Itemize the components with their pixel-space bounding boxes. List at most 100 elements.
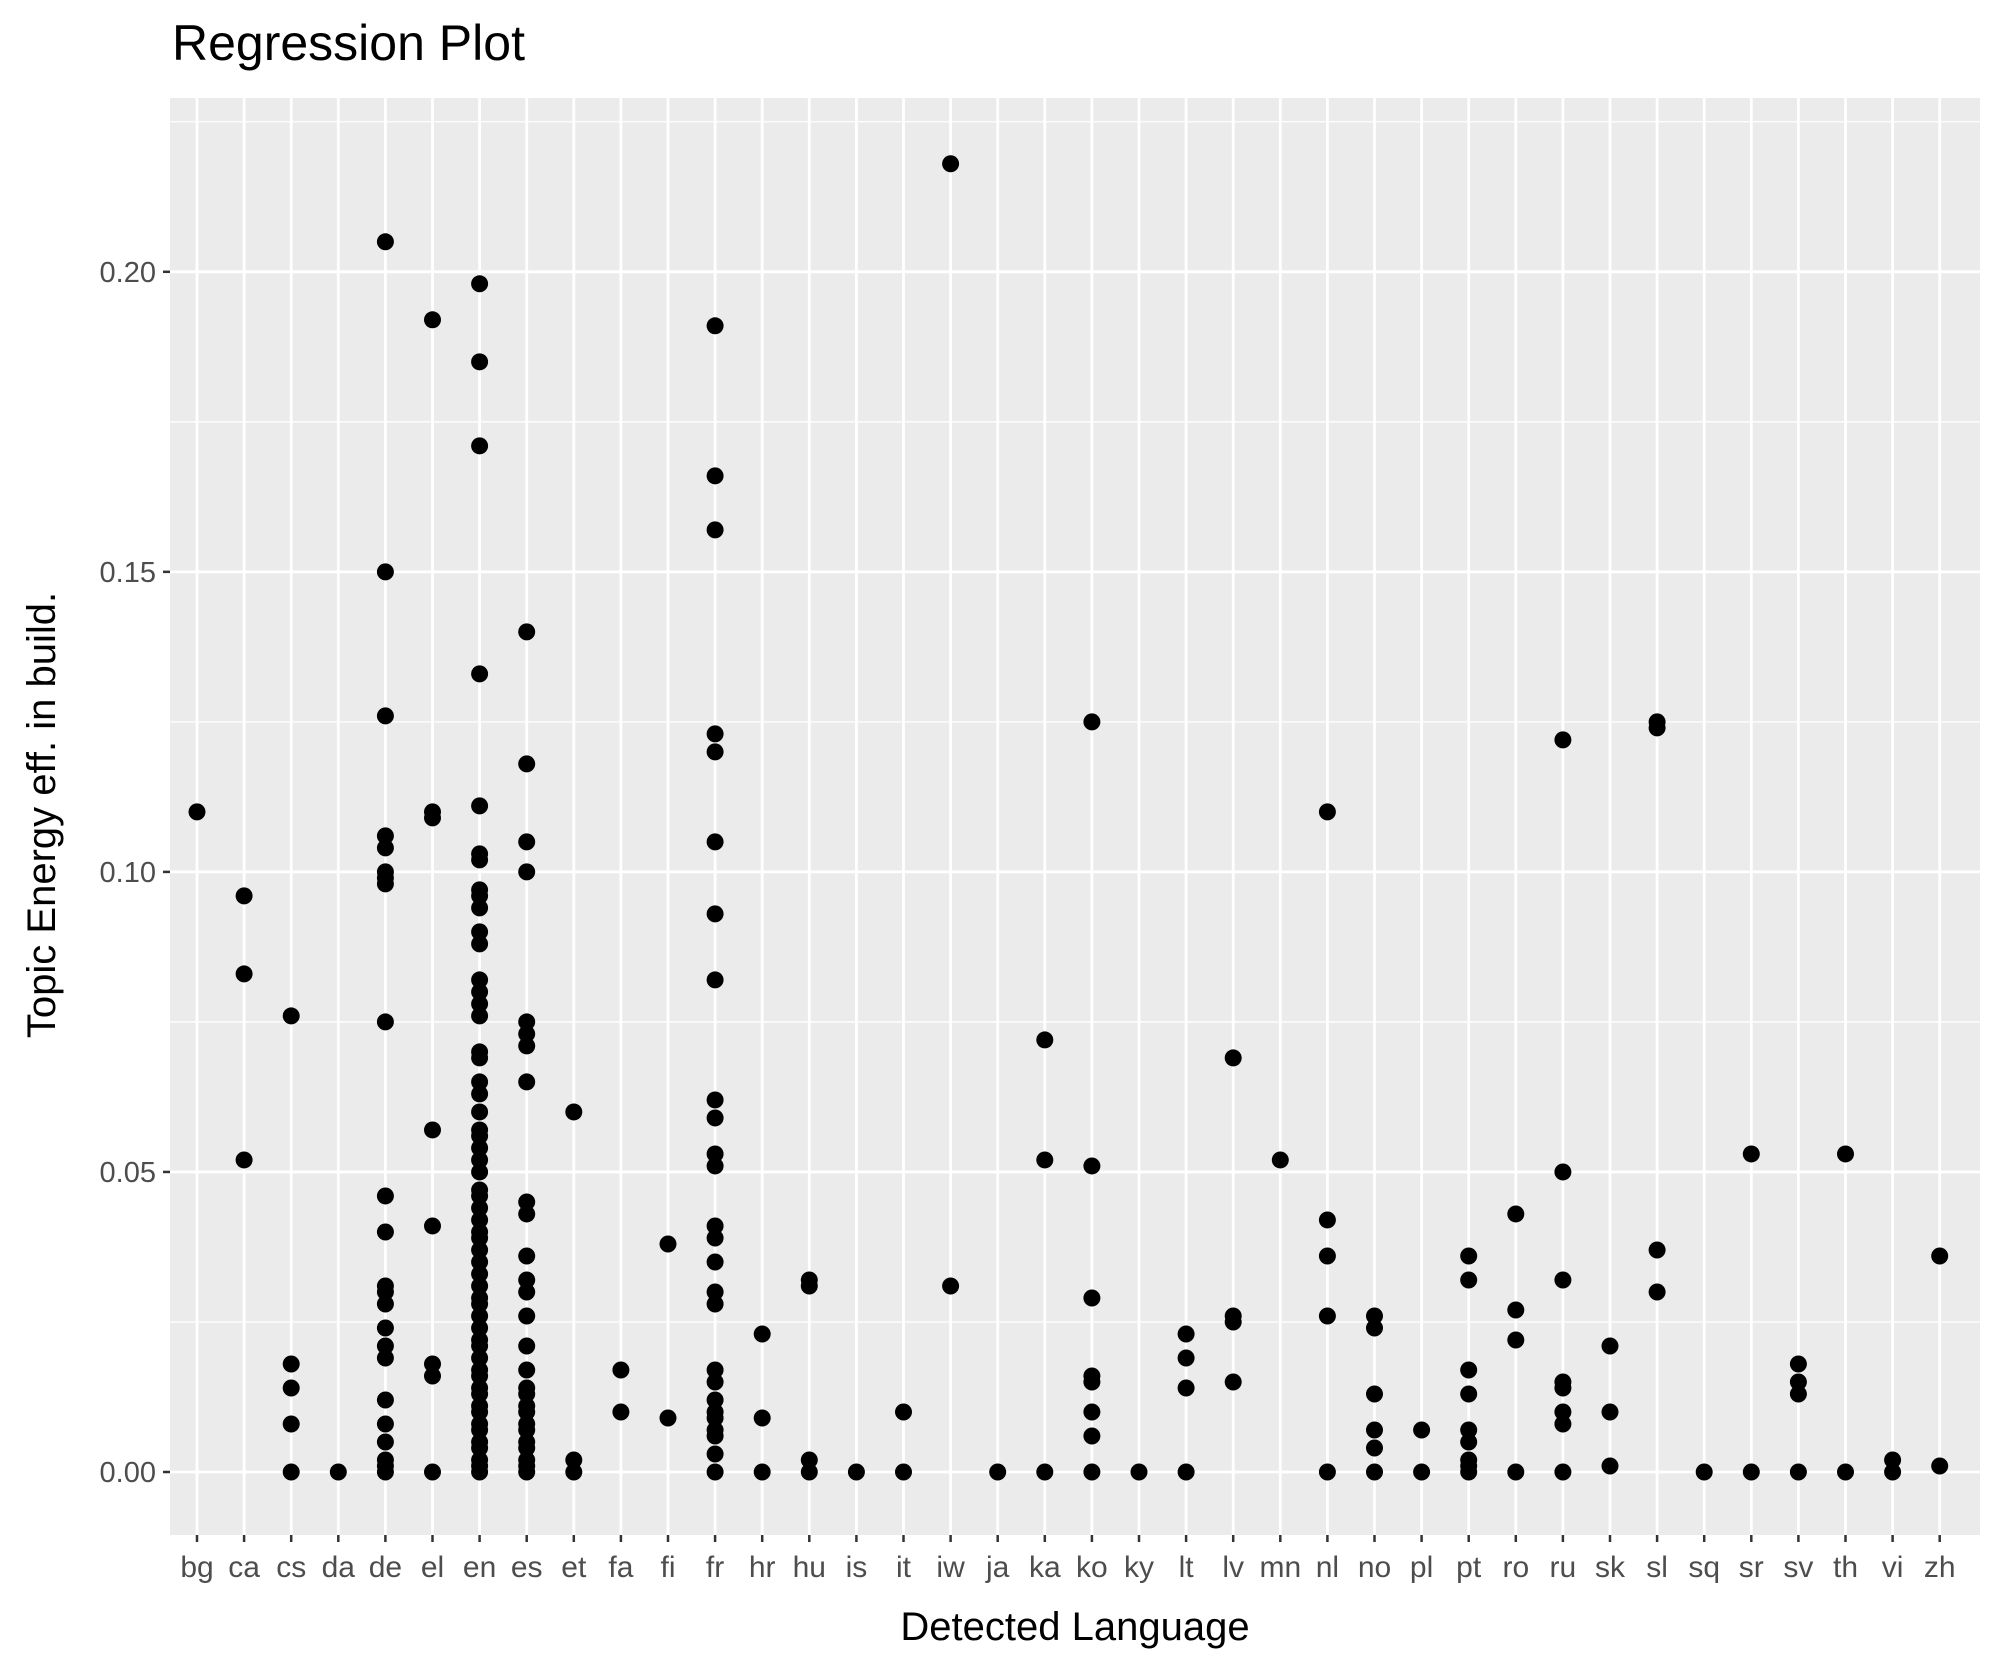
y-tick-label: 0.00 [100,1457,156,1489]
data-point [471,1229,489,1247]
data-point [376,827,394,845]
x-tick-label: et [561,1551,587,1584]
data-point [376,233,394,251]
data-point [471,1403,489,1421]
data-point [518,1403,536,1421]
x-tick-label: fr [706,1551,724,1584]
x-tick-label: sk [1595,1551,1626,1584]
x-tick-label: el [421,1551,444,1584]
x-tick-label: ru [1550,1551,1577,1584]
data-point [1742,1145,1760,1163]
data-point [1789,1355,1807,1373]
data-point [706,725,724,743]
x-tick-label: da [322,1551,356,1584]
data-point [1460,1361,1478,1379]
data-point [1083,1463,1101,1481]
data-point [800,1463,818,1481]
data-point [471,797,489,815]
x-tick-label: pt [1456,1551,1482,1584]
data-point [424,1463,441,1481]
data-point [1083,1403,1101,1421]
x-tick-label: cs [276,1551,306,1584]
data-point [471,1163,489,1181]
data-point [518,1337,536,1355]
data-point [471,1349,489,1367]
data-point [706,1091,724,1109]
data-point [565,1103,583,1121]
data-point [1366,1463,1383,1481]
data-point [1554,1163,1572,1181]
data-point [376,839,394,857]
data-point [471,971,489,989]
x-tick-label: hr [749,1551,776,1584]
data-point [706,1463,724,1481]
x-tick-label: lt [1179,1551,1195,1584]
data-point [800,1277,818,1295]
data-point [518,1271,536,1289]
data-point [471,1151,489,1169]
minor-gridlines [170,121,1980,1323]
data-point [1789,1385,1807,1403]
data-point [706,317,724,335]
x-tick-label: lv [1222,1551,1244,1584]
x-tick-label: sq [1688,1551,1720,1584]
data-point [1271,1151,1289,1169]
x-tick-label: pl [1410,1551,1433,1584]
data-point [1507,1331,1525,1349]
data-point [706,1109,724,1127]
data-point [376,1391,394,1409]
major-gridlines [170,98,1980,1535]
data-point [706,1157,724,1175]
data-point [1554,1415,1572,1433]
data-point [1837,1145,1854,1163]
data-point [895,1403,912,1421]
y-tick-label: 0.20 [100,257,156,289]
data-point [1036,1463,1054,1481]
data-point [471,1127,489,1145]
data-point [1837,1463,1854,1481]
x-tick-label: ca [228,1551,260,1584]
data-point [1931,1457,1949,1475]
x-tick-label: ka [1029,1551,1061,1584]
data-point [706,1145,724,1163]
data-point [1648,1283,1666,1301]
data-point [1554,1463,1572,1481]
data-point [471,665,489,683]
data-point [376,1337,394,1355]
data-point [471,275,489,293]
data-point [1507,1463,1525,1481]
data-points [188,155,1949,1481]
data-point [518,1013,536,1031]
data-point [235,887,253,905]
x-tick-label: ro [1502,1551,1529,1584]
data-point [1554,1403,1572,1421]
x-tick-label: zh [1924,1551,1956,1584]
data-point [518,833,536,851]
data-point [376,1187,394,1205]
x-tick-label: ky [1124,1551,1154,1584]
data-point [659,1409,677,1427]
data-point [1318,1463,1336,1481]
data-point [471,1295,489,1313]
data-point [1224,1313,1242,1331]
data-point [659,1235,677,1253]
data-point [1460,1463,1478,1481]
data-point [1742,1463,1760,1481]
data-point [1177,1463,1195,1481]
data-point [471,1187,489,1205]
data-point [1507,1205,1525,1223]
data-point [706,1295,724,1313]
data-point [1224,1049,1242,1067]
data-point [1554,1379,1572,1397]
data-point [753,1463,771,1481]
data-point [1036,1151,1054,1169]
x-tick-label: it [896,1551,912,1584]
data-point [282,1463,300,1481]
data-point [471,851,489,869]
x-axis-title: Detected Language [900,1605,1249,1649]
x-tick-label: ko [1076,1551,1108,1584]
data-point [376,1415,394,1433]
data-point [424,1367,441,1385]
data-point [471,353,489,371]
